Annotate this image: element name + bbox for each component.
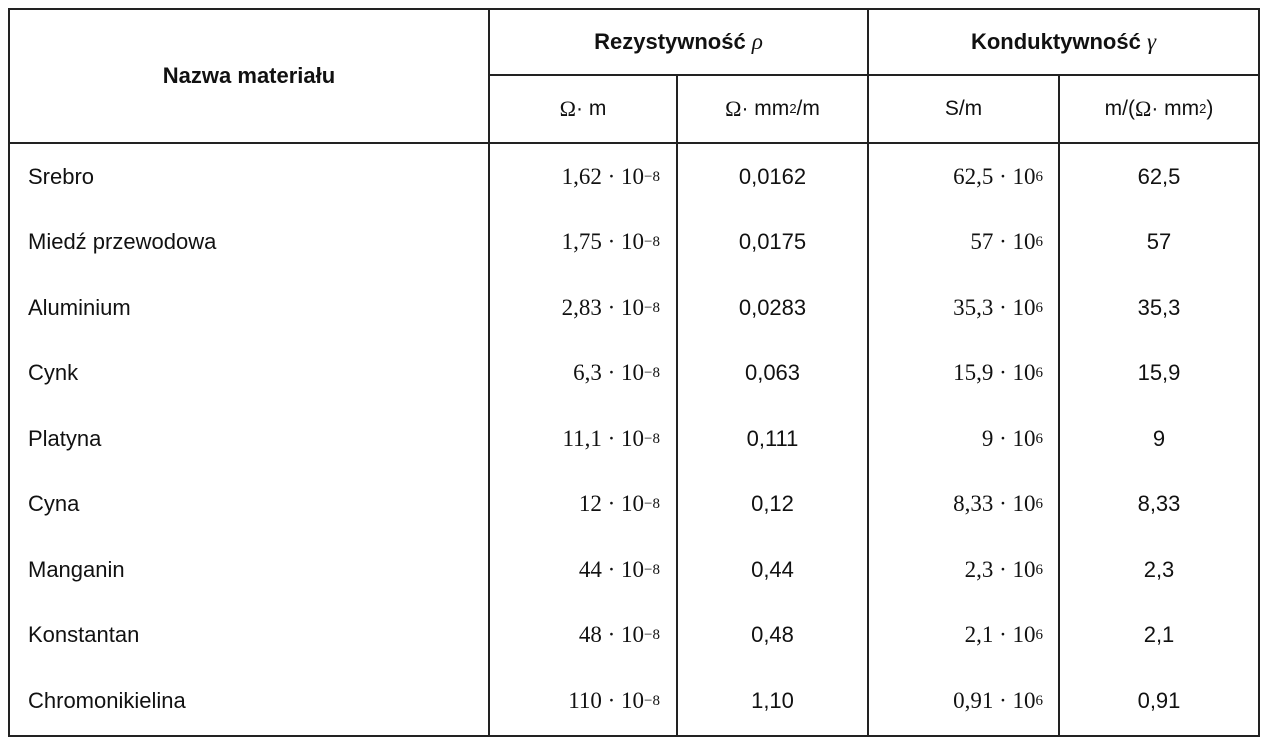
rule-header-split	[488, 74, 1258, 76]
table-row-name: Cynk	[28, 360, 79, 386]
table-row-rho-ohm-mm2: 1,10	[751, 687, 794, 713]
table-row-gamma-s-m: 57 · 10 6	[970, 229, 1043, 255]
resistivity-table: Nazwa materiału Rezystywność ρ Konduktyw…	[8, 8, 1260, 737]
rule-header-bottom	[10, 142, 1258, 144]
header-material-name: Nazwa materiału	[162, 63, 336, 88]
table-row-name: Manganin	[28, 556, 125, 582]
table-row-gamma-s-m: 2,1 · 10 6	[964, 622, 1043, 648]
table-row-name: Chromonikielina	[28, 687, 186, 713]
table-row-gamma-s-m: 9 · 10 6	[981, 425, 1043, 451]
table-row-rho-ohm-m: 1,62 · 10 −8	[561, 163, 660, 189]
table-row-rho-ohm-mm2: 0,063	[744, 360, 801, 386]
table-row-rho-ohm-m: 44 · 10 −8	[578, 556, 660, 582]
table-row-rho-ohm-mm2: 0,0283	[738, 294, 807, 320]
table-row-rho-ohm-mm2: 0,44	[751, 556, 794, 582]
table-row-gamma-m-ohm-mm2: 2,1	[1143, 622, 1175, 648]
rule-col1	[488, 10, 490, 735]
table-row-rho-ohm-m: 1,75 · 10 −8	[561, 229, 660, 255]
table-row-gamma-m-ohm-mm2: 15,9	[1137, 360, 1181, 386]
table-row-rho-ohm-mm2: 0,0162	[738, 163, 807, 189]
table-row-gamma-s-m: 62,5 · 10 6	[953, 163, 1043, 189]
table-row-name: Srebro	[28, 163, 95, 189]
table-row-gamma-s-m: 8,33 · 10 6	[953, 491, 1043, 517]
table-row-rho-ohm-mm2: 0,111	[746, 425, 799, 451]
table-row-rho-ohm-m: 2,83 · 10 −8	[561, 294, 660, 320]
table-row-rho-ohm-m: 12 · 10 −8	[578, 491, 660, 517]
rule-col2	[676, 76, 678, 735]
unit-s-per-m: S/m	[944, 97, 983, 120]
table-row-rho-ohm-m: 48 · 10 −8	[578, 622, 660, 648]
table-row-gamma-m-ohm-mm2: 35,3	[1137, 294, 1181, 320]
table-row-gamma-s-m: 15,9 · 10 6	[953, 360, 1043, 386]
table-row-name: Miedź przewodowa	[28, 229, 217, 255]
unit-m-per-ohm-mm2: m/(Ω · mm 2)	[1104, 96, 1214, 121]
table-row-gamma-m-ohm-mm2: 0,91	[1137, 687, 1181, 713]
unit-ohm-m: Ω · m	[559, 96, 607, 121]
table-row-gamma-m-ohm-mm2: 2,3	[1143, 556, 1175, 582]
table-row-gamma-m-ohm-mm2: 9	[1152, 425, 1166, 451]
rule-col3	[867, 10, 869, 735]
gamma-symbol: γ	[1146, 29, 1157, 54]
rule-col4	[1058, 76, 1060, 735]
rho-symbol: ρ	[751, 29, 763, 54]
table-row-name: Cyna	[28, 491, 80, 517]
table-row-rho-ohm-m: 110 · 10 −8	[568, 687, 660, 713]
table-row-name: Aluminium	[28, 294, 131, 320]
table-row-name: Platyna	[28, 425, 102, 451]
table-row-name: Konstantan	[28, 622, 140, 648]
table-row-gamma-m-ohm-mm2: 57	[1146, 229, 1172, 255]
table-row-rho-ohm-mm2: 0,12	[751, 491, 794, 517]
header-conductivity: Konduktywność γ	[970, 29, 1157, 54]
unit-ohm-mm2-per-m: Ω · mm 2/m	[725, 96, 820, 121]
table-row-gamma-s-m: 35,3 · 10 6	[953, 294, 1043, 320]
table-row-gamma-s-m: 0,91 · 10 6	[953, 687, 1043, 713]
table-row-gamma-m-ohm-mm2: 62,5	[1137, 163, 1181, 189]
table-row-gamma-s-m: 2,3 · 10 6	[964, 556, 1043, 582]
table-row-rho-ohm-mm2: 0,0175	[738, 229, 807, 255]
table-row-rho-ohm-m: 6,3 · 10 −8	[573, 360, 660, 386]
table-row-rho-ohm-mm2: 0,48	[751, 622, 794, 648]
table-row-gamma-m-ohm-mm2: 8,33	[1137, 491, 1181, 517]
table-row-rho-ohm-m: 11,1 · 10 −8	[562, 425, 660, 451]
header-resistivity: Rezystywność ρ	[594, 29, 763, 54]
